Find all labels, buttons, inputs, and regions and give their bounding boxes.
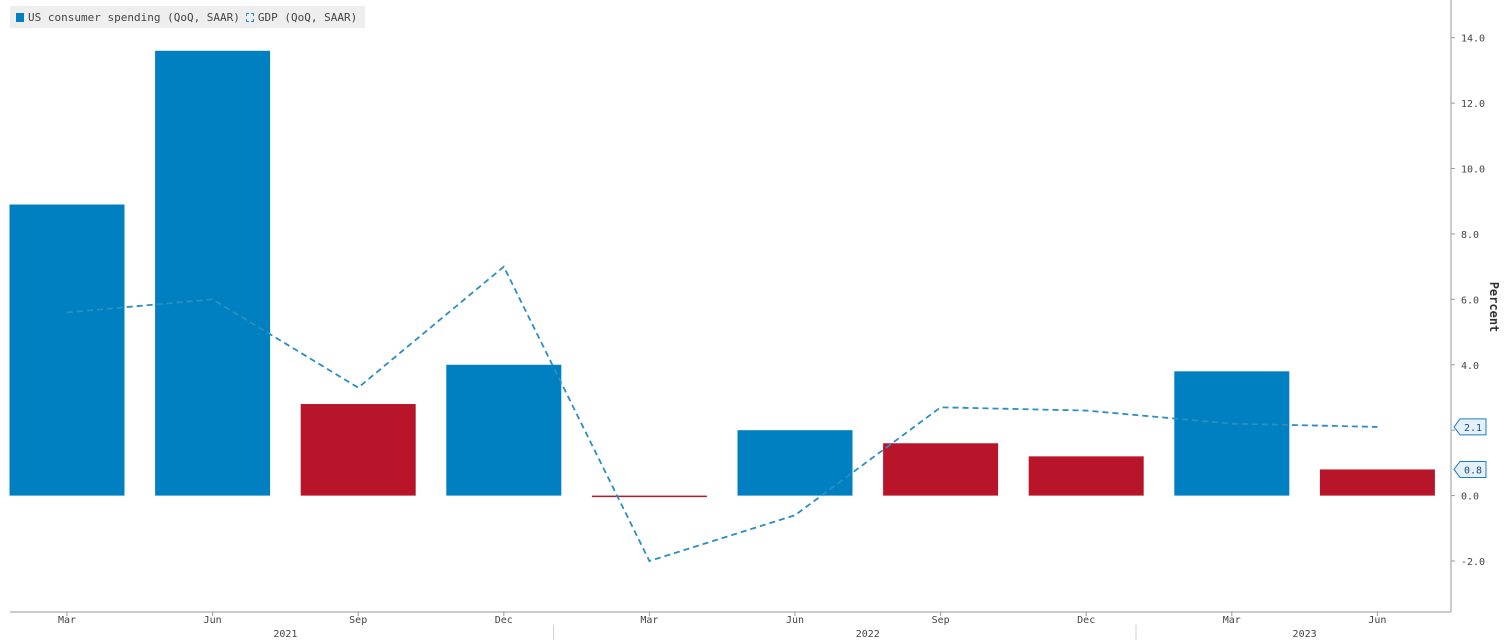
last-value-tag-label: 0.8 [1464, 465, 1482, 476]
x-tick-label: Mar [640, 615, 658, 626]
spending-bar [737, 430, 853, 496]
y-tick-label: 8.0 [1461, 230, 1479, 241]
last-value-tag [1453, 418, 1487, 436]
legend-label-gdp: GDP (QoQ, SAAR) [257, 10, 358, 24]
y-tick-label: 0.0 [1461, 492, 1479, 503]
spending-bar [1174, 371, 1290, 496]
x-tick-label: Sep [349, 615, 367, 626]
legend-swatch-gdp [245, 12, 254, 22]
legend-swatch-spending [16, 12, 24, 22]
x-year-label: 2021 [273, 629, 297, 640]
y-tick-label: -2.0 [1461, 557, 1485, 568]
last-value-tag [1453, 460, 1487, 478]
x-tick-label: Dec [495, 615, 513, 626]
spending-bar [1028, 456, 1144, 496]
x-tick-label: Mar [58, 615, 76, 626]
last-value-tag-label: 2.1 [1464, 423, 1482, 434]
x-tick-label: Jun [786, 615, 804, 626]
spending-bars [9, 50, 1435, 498]
y-axis-title: Percent [1487, 282, 1501, 333]
spending-bar [1319, 469, 1435, 496]
x-tick-label: Jun [204, 615, 222, 626]
legend-label-spending: US consumer spending (QoQ, SAAR) [28, 10, 240, 24]
spending-bar [591, 495, 707, 498]
x-tick-label: Sep [932, 615, 950, 626]
y-tick-label: 10.0 [1461, 165, 1485, 176]
gdp-line-group [66, 265, 1378, 563]
last-value-tags: 2.1 0.8 [1453, 418, 1487, 478]
chart-legend: US consumer spending (QoQ, SAAR) GDP (Qo… [10, 6, 366, 28]
spending-bar [155, 50, 271, 496]
spending-bar [300, 404, 416, 496]
x-tick-label: Jun [1368, 615, 1386, 626]
legend-item-spending[interactable]: US consumer spending (QoQ, SAAR) [16, 11, 240, 24]
legend-item-gdp[interactable]: GDP (QoQ, SAAR) [245, 10, 358, 24]
spending-bar [446, 364, 562, 496]
y-tick-label: 6.0 [1461, 295, 1479, 306]
x-tick-label: Dec [1077, 615, 1095, 626]
spending-bar [883, 443, 999, 496]
y-tick-label: 4.0 [1461, 361, 1479, 372]
x-year-label: 2023 [1293, 629, 1317, 640]
spending-bar [9, 204, 125, 496]
gdp-line [66, 265, 1378, 563]
x-axis: Mar Jun Sep Dec Mar Jun Sep Dec Mar Jun 2021 2022 20… [10, 611, 1451, 640]
x-tick-label: Mar [1223, 615, 1241, 626]
x-year-label: 2022 [856, 629, 880, 640]
y-tick-label: 14.0 [1461, 34, 1485, 45]
y-tick-label: 12.0 [1461, 99, 1485, 110]
